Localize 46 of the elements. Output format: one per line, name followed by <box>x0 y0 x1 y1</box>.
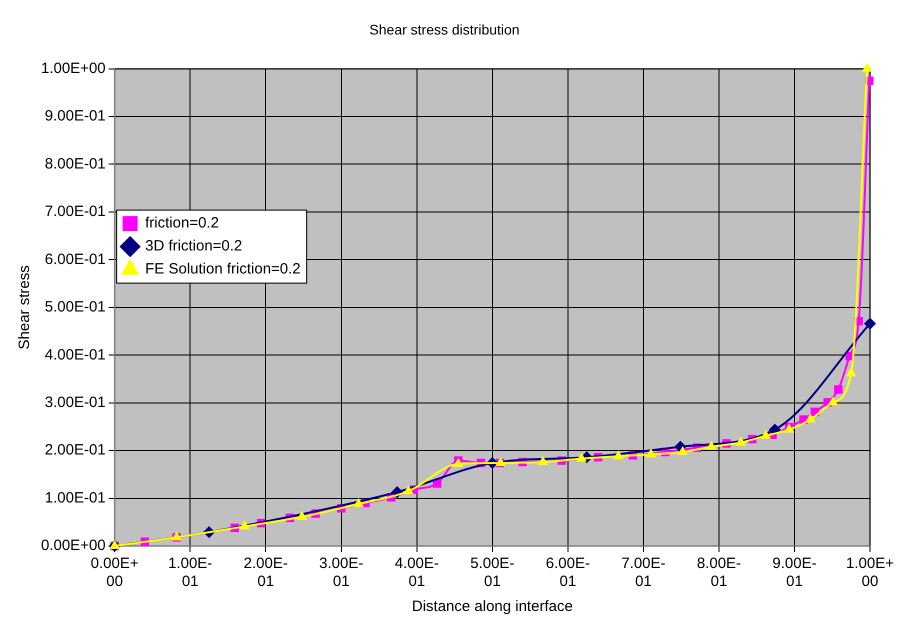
point <box>677 446 688 455</box>
point <box>538 456 548 466</box>
x-tick-label: 1.00E-01 <box>168 555 212 590</box>
x-tick-label: 8.00E-01 <box>696 555 742 590</box>
x-tick-label: 2.00E-01 <box>244 555 288 590</box>
x-tick-label: 0.00E+00 <box>90 555 139 590</box>
y-axis-title: Shear stress <box>16 265 34 350</box>
point <box>576 452 587 462</box>
point <box>828 396 838 406</box>
x-tick-label: 9.00E-01 <box>772 555 817 590</box>
legend-label: 3D friction=0.2 <box>145 238 242 255</box>
point <box>353 498 364 508</box>
point <box>296 510 308 520</box>
point <box>805 414 816 423</box>
legend-label: FE Solution friction=0.2 <box>145 260 301 278</box>
y-tick-label: 7.00E-01 <box>44 203 106 220</box>
legend-label: friction=0.2 <box>145 214 219 232</box>
y-tick-label: 8.00E-01 <box>44 155 106 172</box>
point <box>646 448 656 458</box>
x-tick-label: 4.00E-01 <box>394 555 439 590</box>
point <box>736 436 746 446</box>
y-tick-label: 6.00E-01 <box>44 250 106 268</box>
point <box>834 385 843 394</box>
x-tick-label: 5.00E-01 <box>470 555 514 590</box>
x-tick-label: 1.00E+00 <box>846 555 894 590</box>
point <box>239 520 250 530</box>
chart-title: Shear stress distribution <box>369 21 520 38</box>
y-tick-label: 1.00E-01 <box>44 489 106 506</box>
point <box>403 485 414 494</box>
point <box>706 440 717 450</box>
point <box>846 367 856 376</box>
x-tick-label: 7.00E-01 <box>621 555 666 590</box>
x-axis-title: Distance along interface <box>412 598 573 616</box>
y-tick-label: 5.00E-01 <box>44 298 106 316</box>
y-tick-label: 0.00E+00 <box>40 537 106 554</box>
y-tick-label: 4.00E-01 <box>44 346 106 364</box>
x-tick-label: 6.00E-01 <box>546 555 590 590</box>
y-tick-label: 3.00E-01 <box>44 394 106 411</box>
y-tick-label: 2.00E-01 <box>44 442 106 459</box>
point <box>862 62 872 72</box>
x-tick-label: 3.00E-01 <box>319 555 364 590</box>
point <box>760 430 771 439</box>
point <box>613 450 624 460</box>
y-tick-label: 1.00E+00 <box>40 60 106 77</box>
point <box>864 318 876 330</box>
y-tick-label: 9.00E-01 <box>44 108 106 125</box>
